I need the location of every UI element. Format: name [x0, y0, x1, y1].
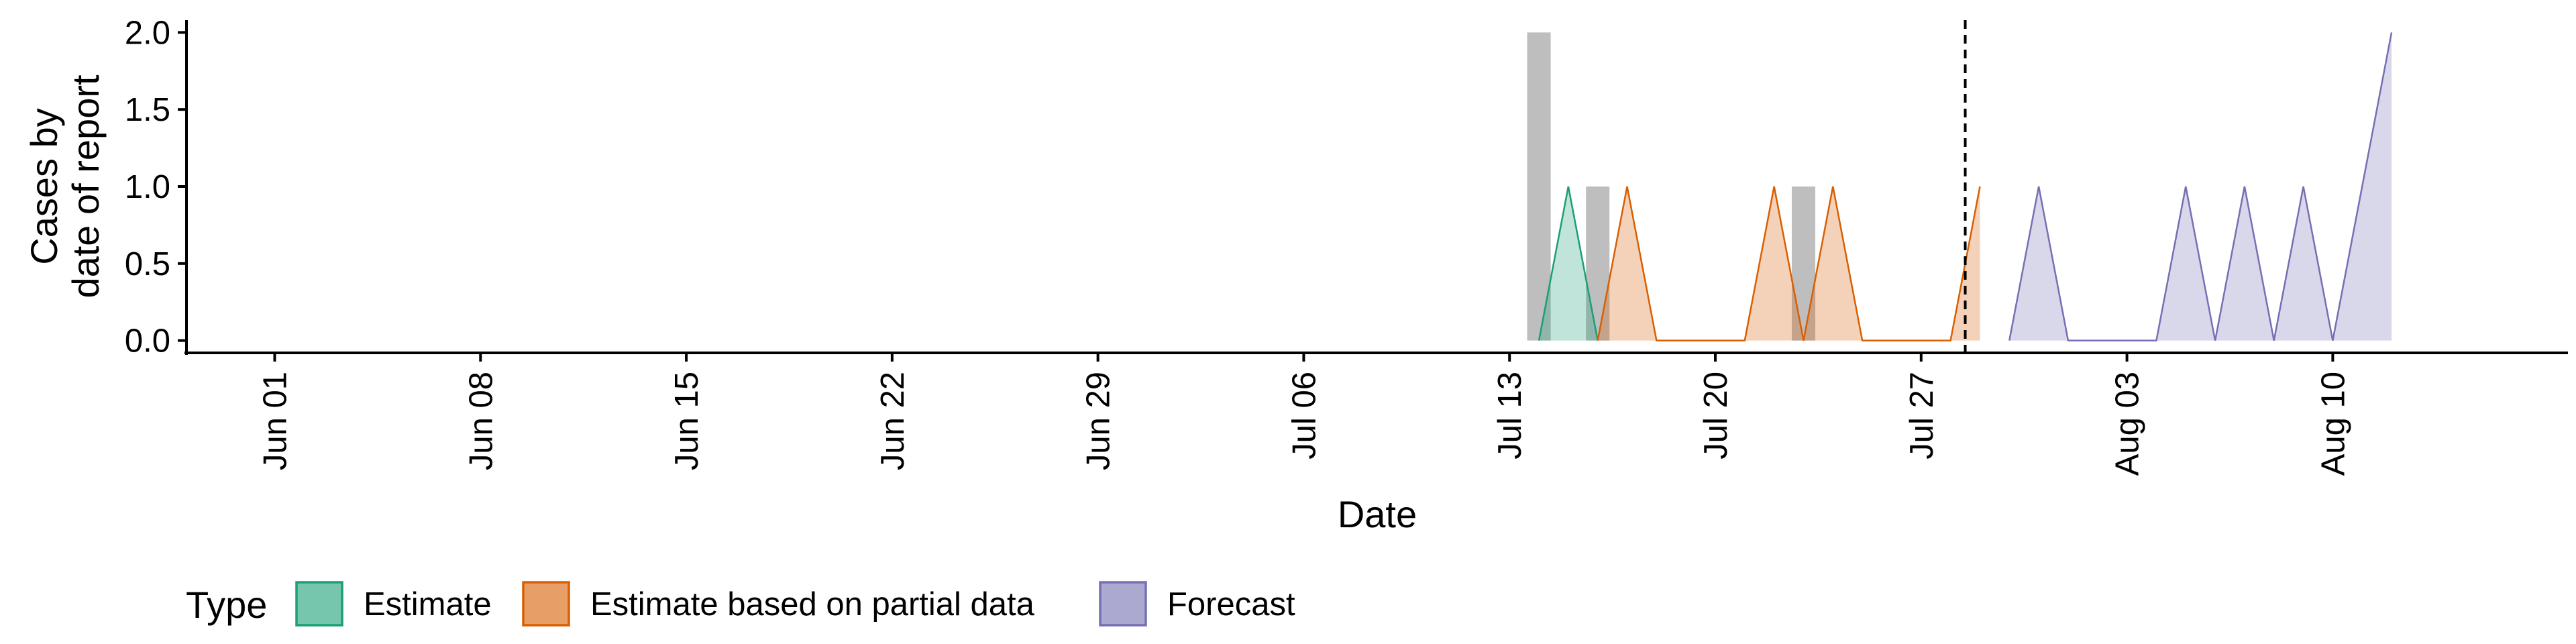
series-line — [1538, 186, 1599, 341]
legend-label: Estimate based on partial data — [590, 586, 1035, 623]
x-tick-label: Jul 06 — [1286, 372, 1322, 460]
y-axis-title-line: date of report — [64, 74, 107, 299]
reported-cases-layer — [1527, 32, 1816, 341]
series-forecast — [2008, 32, 2393, 341]
x-tick-label: Jun 29 — [1081, 372, 1117, 470]
series-layer — [1538, 32, 2393, 341]
x-tick-label: Jul 20 — [1698, 372, 1734, 460]
x-axis-title: Date — [1338, 493, 1417, 535]
y-tick-label: 1.0 — [125, 169, 170, 205]
x-tick-label: Jun 15 — [669, 372, 705, 470]
series-estimate — [1538, 186, 1599, 341]
legend-item: Estimate based on partial data — [522, 581, 1035, 627]
legend: Type Estimate Estimate based on partial d… — [186, 581, 1295, 627]
legend-swatch — [1099, 581, 1147, 627]
y-axis: 0.0 0.5 1.0 1.5 2.0 — [125, 15, 188, 360]
y-tick-label: 0.0 — [125, 323, 170, 360]
legend-label: Forecast — [1167, 586, 1295, 623]
x-tick-label: Jun 01 — [257, 372, 293, 470]
legend-title: Type — [186, 584, 267, 626]
x-tick-label: Jun 22 — [875, 372, 911, 470]
x-tick-label: Aug 03 — [2110, 372, 2146, 476]
series-estimate-based-on-partial-data — [1597, 186, 1981, 341]
y-axis-title-line: Cases by — [23, 108, 65, 264]
reported-cases-bar — [1791, 186, 1816, 341]
legend-item: Forecast — [1099, 581, 1295, 627]
series-area — [2009, 32, 2392, 341]
y-tick-label: 2.0 — [125, 15, 170, 51]
series-area — [1539, 186, 1598, 341]
y-tick-label: 0.5 — [125, 246, 170, 282]
legend-label: Estimate — [364, 586, 492, 623]
y-tick-label: 1.5 — [125, 92, 170, 128]
reported-cases-bar — [1586, 186, 1610, 341]
y-axis-title: Cases bydate of report — [23, 74, 107, 299]
legend-swatch — [522, 581, 570, 627]
x-tick-label: Jun 08 — [463, 372, 499, 470]
series-line — [2008, 32, 2393, 341]
legend-swatch — [295, 581, 343, 627]
reported-cases-bar — [1527, 32, 1551, 341]
x-axis: Jun 01 Jun 08 Jun 15 Jun 22 Jun 29 Jul 06 Jul … — [184, 352, 2568, 476]
legend-item: Estimate — [295, 581, 492, 627]
series-line — [1597, 186, 1981, 341]
x-tick-label: Jul 27 — [1904, 372, 1940, 460]
x-tick-label: Aug 10 — [2315, 372, 2351, 476]
x-tick-label: Jul 13 — [1492, 372, 1528, 460]
